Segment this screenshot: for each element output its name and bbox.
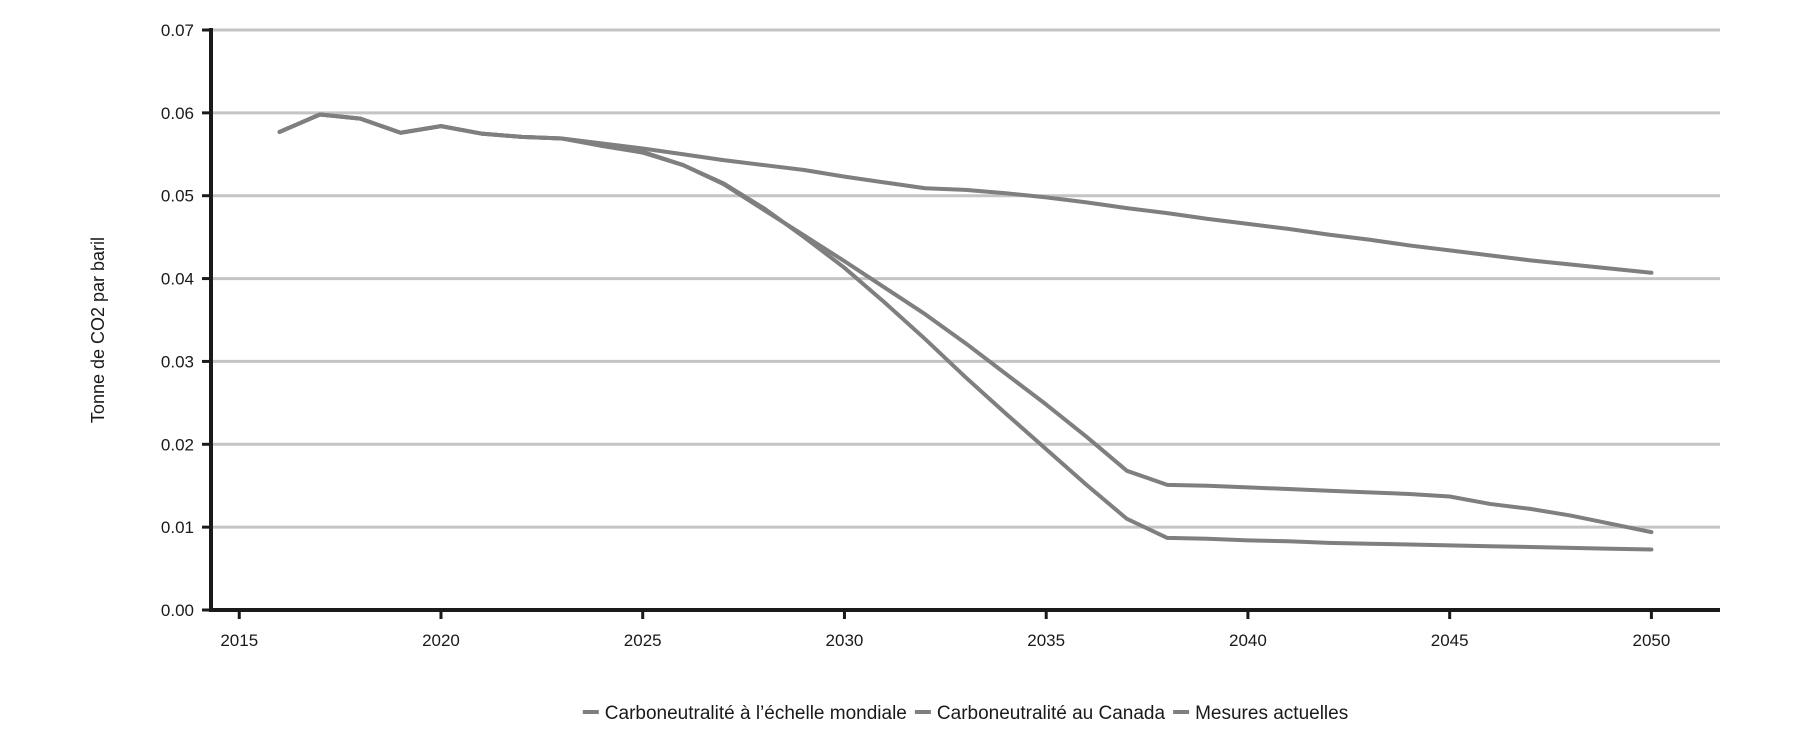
x-tick-label-4: 2035 [1027, 631, 1065, 650]
legend-label-2: Mesures actuelles [1195, 703, 1348, 724]
legend-item-0: Carboneutralité à l’échelle mondiale [582, 703, 907, 724]
y-tick-label-0: 0.00 [161, 601, 194, 620]
y-tick-label-2: 0.02 [161, 435, 194, 454]
x-tick-label-0: 2015 [220, 631, 258, 650]
y-axis-title: Tonne de CO2 par baril [88, 237, 108, 423]
tick-labels: 0.00 0.01 0.02 0.03 0.04 0.05 0.06 0.07 2015 2020… [161, 21, 1670, 650]
legend-item-1: Carboneutralité au Canada [914, 703, 1166, 724]
series-line-2 [277, 112, 1654, 275]
x-tick-label-2: 2025 [624, 631, 662, 650]
y-tick-label-1: 0.01 [161, 518, 194, 537]
legend: Carboneutralité à l’échelle mondiale Carb… [582, 703, 1348, 724]
y-tick-label-6: 0.06 [161, 104, 194, 123]
y-tick-label-3: 0.03 [161, 352, 194, 371]
x-tick-label-5: 2040 [1229, 631, 1267, 650]
grid-lines [211, 28, 1720, 529]
y-tick-label-5: 0.05 [161, 187, 194, 206]
y-tick-label-4: 0.04 [161, 270, 194, 289]
series-line-0 [277, 112, 1654, 552]
series-lines [277, 112, 1654, 552]
x-tick-label-6: 2045 [1431, 631, 1469, 650]
legend-item-2: Mesures actuelles [1173, 703, 1348, 724]
y-tick-label-7: 0.07 [161, 21, 194, 40]
legend-label-0: Carboneutralité à l’échelle mondiale [605, 703, 907, 724]
axes [202, 28, 1720, 619]
legend-label-1: Carboneutralité au Canada [937, 703, 1166, 724]
x-tick-label-1: 2020 [422, 631, 460, 650]
x-tick-label-7: 2050 [1632, 631, 1670, 650]
x-tick-label-3: 2030 [826, 631, 864, 650]
series-line-1 [277, 112, 1654, 535]
